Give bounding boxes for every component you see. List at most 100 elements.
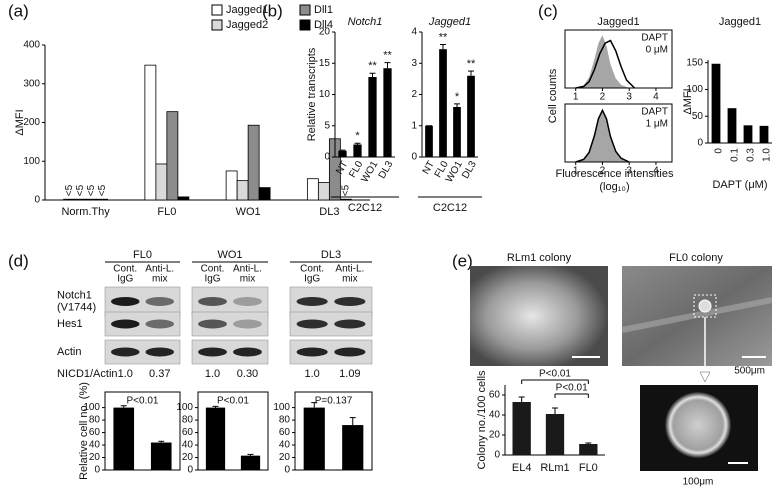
bar: [144, 64, 157, 201]
y-tick-label: 60: [89, 427, 101, 438]
y-tick-label: 60: [182, 427, 194, 438]
x-tick-label: EL4: [512, 462, 532, 474]
blot-band: [334, 297, 366, 306]
x-tick-label: DL3: [460, 159, 479, 181]
y-tick-label: 150: [686, 57, 703, 68]
blot-band: [111, 297, 140, 306]
ratio-value: 1.0: [304, 368, 319, 380]
column-label: Cont.: [113, 264, 137, 275]
bar: [342, 425, 364, 470]
chart-title: Notch1: [348, 16, 383, 28]
y-tick-label: 50: [692, 111, 704, 122]
ratio-value: 1.0: [205, 368, 220, 380]
bar: [467, 75, 475, 157]
plot-frame: [104, 391, 181, 471]
y-tick-label: 40: [279, 440, 291, 451]
bar: [453, 107, 461, 157]
bar: [439, 49, 447, 157]
bar: [225, 170, 238, 201]
x-axis-title: C2C12: [433, 202, 467, 214]
panel-label: (e): [452, 251, 473, 270]
bar: [306, 178, 319, 201]
significance: *: [455, 91, 460, 103]
y-tick-label: 400: [23, 40, 40, 51]
bar: [205, 407, 226, 470]
x-tick-label: 1.0: [762, 148, 773, 162]
annotation: P<0.01: [539, 369, 571, 380]
x-tick-label: FL0: [157, 206, 176, 218]
ratio-value: 0.30: [237, 368, 258, 380]
group-title: DL3: [321, 249, 341, 261]
significance: **: [467, 58, 476, 70]
y-tick-label: 0: [324, 152, 330, 163]
y-tick-label: 300: [23, 78, 40, 89]
y-tick-label: 0: [187, 465, 193, 476]
ratio-value: 1.0: [118, 368, 133, 380]
y-axis-title: ΔMFI: [682, 88, 694, 114]
histogram-line: [575, 108, 630, 163]
y-tick-label: 0: [284, 465, 290, 476]
blot-band: [111, 319, 140, 329]
y-tick-label: 20: [89, 452, 101, 463]
bar: [74, 198, 87, 201]
x-tick-label: Norm.Thy: [61, 206, 110, 218]
x-tick-label: 0.3: [746, 148, 757, 162]
y-tick-label: 100: [273, 402, 290, 413]
blot-band: [296, 319, 328, 329]
panel-labels: (a) (b) (c) (d) (e): [8, 1, 558, 270]
column-label: mix: [240, 274, 256, 285]
y-tick-label: 60: [279, 427, 291, 438]
bar: [177, 196, 190, 201]
group-title: FL0: [133, 249, 152, 261]
column-label: Cont.: [300, 264, 324, 275]
y-tick-label: 3: [411, 58, 417, 69]
bar: [368, 77, 377, 157]
panel-label: (d): [8, 251, 29, 270]
y-tick-label: 200: [23, 117, 40, 128]
y-tick-label: 5: [324, 120, 330, 131]
bar: [150, 442, 172, 470]
scale-label: 100μm: [683, 477, 714, 488]
value-label: <5: [86, 184, 97, 196]
bar: [759, 125, 769, 143]
bar: [113, 407, 135, 470]
annotation: P<0.01: [217, 396, 249, 407]
x-axis-unit: (log₁₀): [599, 181, 629, 193]
y-tick-label: 40: [182, 440, 194, 451]
bar: [383, 68, 392, 157]
blot-band: [198, 297, 227, 306]
legend-label: Dll4: [314, 19, 333, 31]
x-axis-title: DAPT (μM): [712, 179, 767, 191]
x-tick-label: 2: [600, 166, 606, 177]
column-label: Anti-L.: [335, 264, 364, 275]
y-tick-label: 100: [686, 84, 703, 95]
x-axis-title: C2C12: [348, 202, 382, 214]
y-tick-label: 0: [697, 138, 703, 149]
bar: [247, 124, 260, 201]
y-tick-label: 1: [411, 120, 417, 131]
plot-frame: [294, 391, 373, 471]
value-label: <5: [75, 184, 86, 196]
y-tick-label: 80: [182, 415, 194, 426]
annotation: 1 μM: [646, 119, 668, 130]
legend-swatch: [211, 19, 223, 31]
column-label: mix: [342, 274, 358, 285]
y-axis-title: ΔMFI: [14, 109, 26, 135]
bar: [425, 125, 433, 157]
y-axis-title: Relative cell no. (%): [78, 382, 90, 480]
legend-label: Jagged1: [226, 4, 268, 16]
x-tick-label: DL3: [377, 159, 396, 181]
bar: [579, 444, 598, 455]
blot-band: [296, 297, 328, 306]
row-label: Actin: [57, 346, 81, 358]
blot-band: [334, 319, 366, 329]
plot-frame: [564, 103, 673, 163]
bar: [303, 407, 325, 470]
panel-label: (a): [8, 1, 29, 20]
significance: **: [383, 50, 392, 62]
bar: [240, 455, 261, 470]
y-tick-label: 100: [23, 156, 40, 167]
value-label: <5: [341, 184, 352, 196]
x-tick-label: WO1: [359, 159, 380, 185]
y-axis-title: Colony no./100 cells: [476, 370, 488, 470]
